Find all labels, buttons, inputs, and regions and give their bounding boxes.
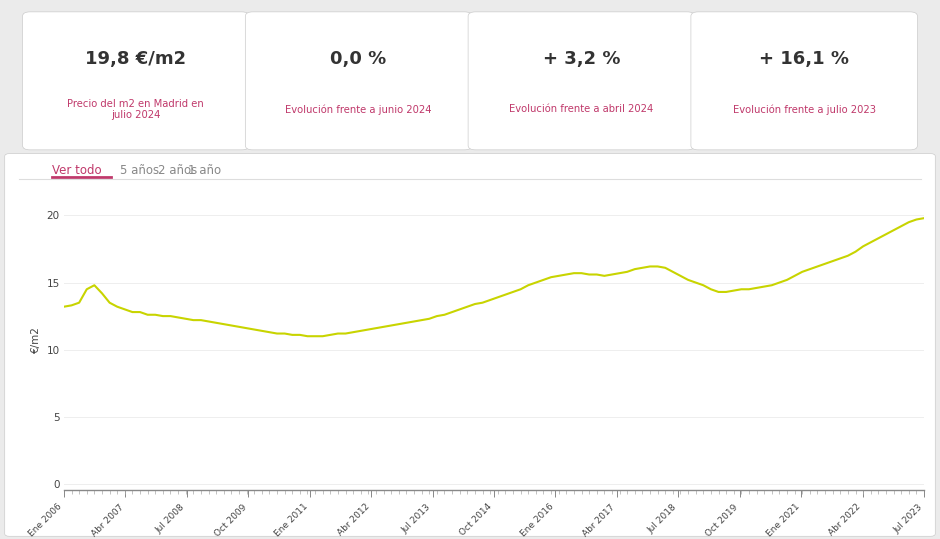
Text: Evolución frente a julio 2023: Evolución frente a julio 2023 [732, 104, 876, 115]
Text: Ver todo: Ver todo [52, 164, 102, 177]
Text: 1 año: 1 año [188, 164, 221, 177]
Text: + 3,2 %: + 3,2 % [542, 50, 620, 68]
Text: Evolución frente a abril 2024: Evolución frente a abril 2024 [509, 105, 653, 114]
Y-axis label: €/m2: €/m2 [31, 326, 41, 353]
Text: 0,0 %: 0,0 % [331, 50, 386, 68]
Text: 5 años: 5 años [120, 164, 160, 177]
Text: 2 años: 2 años [158, 164, 197, 177]
Text: Evolución frente a junio 2024: Evolución frente a junio 2024 [286, 104, 431, 115]
Text: 19,8 €/m2: 19,8 €/m2 [86, 50, 186, 68]
Text: Precio del m2 en Madrid en
julio 2024: Precio del m2 en Madrid en julio 2024 [68, 99, 204, 120]
Text: + 16,1 %: + 16,1 % [760, 50, 849, 68]
